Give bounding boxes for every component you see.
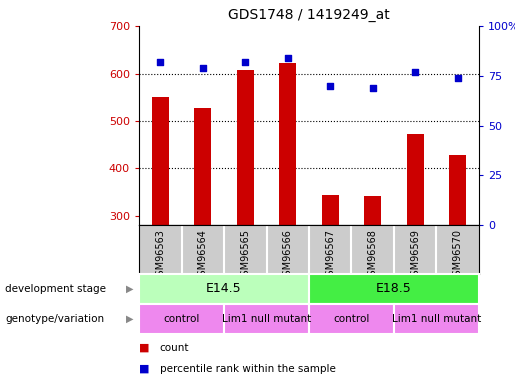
Text: ■: ■ [139,364,149,374]
Text: percentile rank within the sample: percentile rank within the sample [160,364,336,374]
Text: ■: ■ [139,343,149,353]
Bar [224,304,309,334]
Text: GSM96566: GSM96566 [283,229,293,282]
Text: control: control [163,314,200,324]
Bar [237,70,254,357]
Point [411,69,419,75]
Text: count: count [160,343,189,353]
Bar [407,134,424,357]
Bar [309,274,479,304]
Text: development stage: development stage [5,284,106,294]
Bar [449,155,466,357]
Point [369,85,377,91]
Title: GDS1748 / 1419249_at: GDS1748 / 1419249_at [228,9,390,22]
Bar [194,108,211,357]
Bar [322,195,339,357]
Text: control: control [333,314,370,324]
Point [156,59,164,65]
Bar [309,304,394,334]
Text: genotype/variation: genotype/variation [5,314,104,324]
Text: GSM96569: GSM96569 [410,229,420,282]
Text: GSM96564: GSM96564 [198,229,208,282]
Text: ▶: ▶ [126,314,134,324]
Bar [139,304,224,334]
Point [284,55,292,61]
Point [241,59,249,65]
Text: E18.5: E18.5 [376,282,412,295]
Bar [152,97,169,357]
Point [199,65,207,71]
Text: ▶: ▶ [126,284,134,294]
Text: Lim1 null mutant: Lim1 null mutant [392,314,481,324]
Bar [364,196,381,357]
Text: GSM96565: GSM96565 [241,229,250,282]
Point [326,83,334,89]
Text: GSM96567: GSM96567 [325,229,335,282]
Text: Lim1 null mutant: Lim1 null mutant [222,314,311,324]
Text: GSM96568: GSM96568 [368,229,377,282]
Text: GSM96563: GSM96563 [156,229,165,282]
Text: E14.5: E14.5 [206,282,242,295]
Bar [394,304,479,334]
Text: GSM96570: GSM96570 [453,229,462,282]
Bar [279,63,296,357]
Point [454,75,462,81]
Bar [139,274,309,304]
